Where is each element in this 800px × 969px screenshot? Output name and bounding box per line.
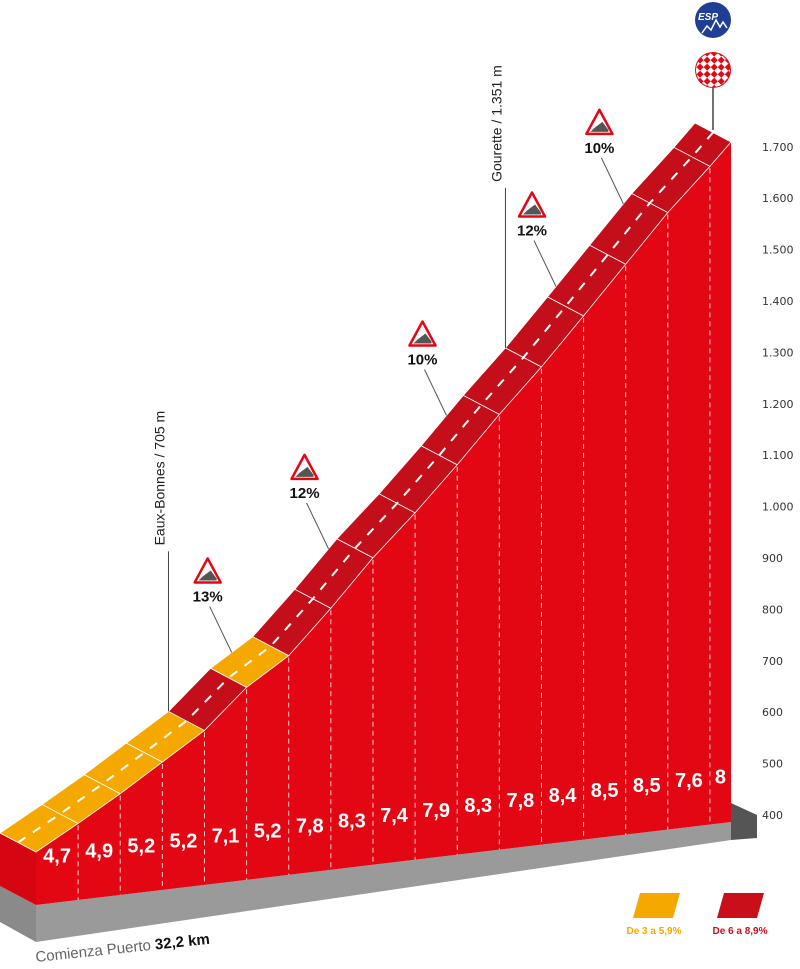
start-km: 32,2 km: [154, 931, 211, 954]
gradient-labels: 4,7 4,9 5,2 5,2 7,1 5,2 7,8 8,3 7,4 7,9 8,3 7,8 8,4 8…: [43, 766, 726, 867]
segment-gradient-label: 7,1: [212, 825, 240, 847]
start-label-text: Comienza Puerto: [35, 937, 152, 966]
segment-gradient-label: 7,9: [422, 800, 450, 822]
y-tick-label: 700: [762, 655, 783, 668]
max-gradient-sign: 13%: [193, 557, 233, 653]
slope-icon: [590, 121, 609, 132]
max-gradient-sign: 10%: [407, 320, 447, 416]
landmark: Eaux-Bonnes / 705 m: [151, 411, 169, 712]
max-gradient-value: 12%: [517, 223, 547, 240]
segment-gradient-label: 7,8: [296, 815, 324, 837]
landmark: Gourette / 1.351 m: [488, 65, 506, 348]
badge-text: ESP: [698, 12, 718, 23]
y-tick-label: 400: [762, 809, 783, 822]
y-tick-label: 900: [762, 552, 783, 565]
slope-icon: [413, 333, 432, 344]
pointer-line: [424, 369, 447, 416]
landmark-label: Gourette / 1.351 m: [488, 65, 504, 182]
slope-icon: [295, 466, 314, 477]
max-gradient-sign: 10%: [584, 108, 624, 205]
segment-gradient-label: 5,2: [127, 835, 155, 857]
y-tick-label: 500: [762, 758, 783, 771]
slope-icon: [523, 204, 541, 215]
segment-gradient-label: 8,3: [338, 810, 366, 832]
y-tick-label: 1.100: [762, 449, 794, 462]
max-gradient-value: 10%: [407, 352, 437, 369]
y-tick-label: 1.600: [762, 192, 794, 205]
y-tick-label: 1.700: [762, 141, 794, 154]
segment-gradient-label: 7,8: [506, 790, 534, 812]
legend-swatch-orange: [633, 893, 680, 918]
max-gradient-value: 10%: [584, 140, 614, 157]
annotations: 13% 12% 10% 12% 10% Eaux-Bonnes / 705 m Gouret…: [151, 65, 624, 712]
y-tick-label: 600: [762, 706, 783, 719]
pointer-line: [209, 606, 233, 653]
y-axis: 400 500 600 700 800 900 1.000 1.100 1.200 1.300 1.…: [762, 141, 794, 822]
segment-gradient-label: 5,2: [170, 830, 198, 852]
profile-front-face: [0, 142, 731, 905]
legend-swatch-red: [717, 893, 764, 918]
slope-icon: [198, 570, 217, 581]
segment-gradient-label: 5,2: [254, 820, 282, 842]
pointer-line: [306, 502, 329, 550]
segment-gradient-label: 4,7: [43, 845, 71, 867]
base-front: [36, 822, 731, 942]
summit-marker: ESP: [695, 2, 731, 130]
esp-mountain-badge-icon: ESP: [695, 2, 731, 38]
segment-gradient-label: 8,4: [549, 785, 578, 807]
segment-gradient-label: 8,5: [591, 780, 619, 802]
pointer-line: [600, 157, 624, 205]
max-gradient-sign: 12%: [517, 191, 557, 287]
max-gradient-value: 13%: [193, 588, 223, 605]
landmark-label: Eaux-Bonnes / 705 m: [151, 411, 167, 546]
y-tick-label: 1.400: [762, 295, 794, 308]
segment-gradient-label: 7,4: [380, 805, 409, 827]
legend-label-orange: De 3 a 5,9%: [626, 926, 681, 937]
max-gradient-sign: 12%: [290, 453, 329, 550]
legend-label-red: De 6 a 8,9%: [712, 926, 767, 937]
segment-gradient-label: 4,9: [85, 840, 113, 862]
profile-base: [0, 803, 757, 942]
segment-gradient-label: 8,3: [464, 795, 492, 817]
segment-gradient-label: 7,6: [675, 770, 703, 792]
segment-gradient-label: 8,5: [633, 775, 661, 797]
base-end: [731, 803, 757, 840]
y-tick-label: 800: [762, 603, 783, 616]
profile-side-face: [0, 833, 36, 905]
segment-gradient-label: 8: [715, 766, 726, 788]
pointer-line: [533, 240, 557, 287]
y-tick-label: 1.200: [762, 398, 794, 411]
profile-front-area: [36, 142, 731, 905]
legend: De 3 a 5,9% De 6 a 8,9%: [626, 893, 768, 937]
checkered-flag-icon: [695, 52, 731, 88]
band-segment: [673, 122, 732, 167]
band-center-dashes: [17, 131, 714, 844]
y-tick-label: 1.300: [762, 346, 794, 359]
base-side: [0, 886, 36, 942]
max-gradient-value: 12%: [290, 485, 320, 502]
y-tick-label: 1.500: [762, 244, 794, 257]
y-tick-label: 1.000: [762, 501, 794, 514]
